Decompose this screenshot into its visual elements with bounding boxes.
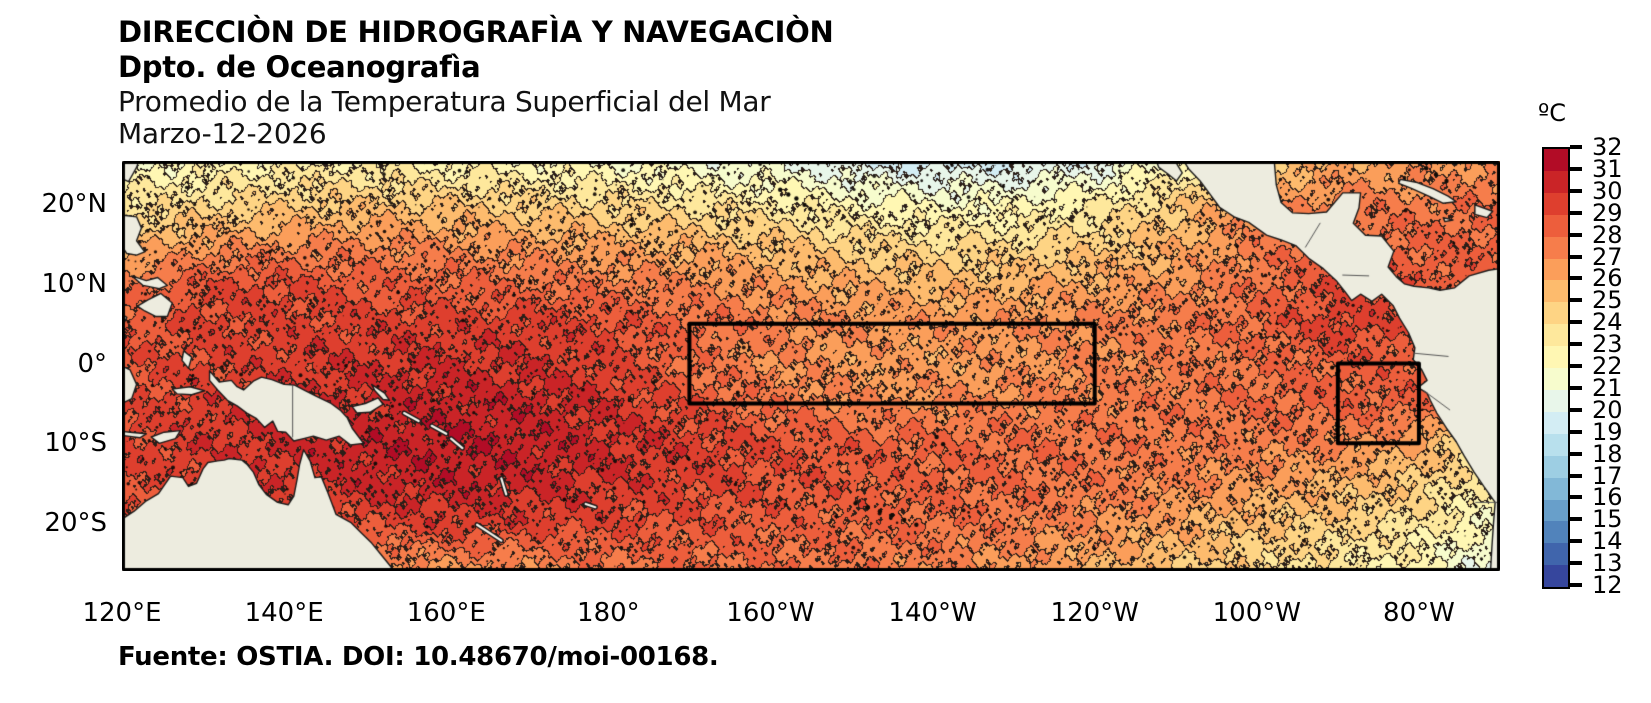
dept-title: Dpto. de Oceanografìa bbox=[118, 50, 481, 84]
colorbar-band bbox=[1544, 389, 1568, 412]
colorbar-band bbox=[1544, 236, 1568, 259]
x-tick-label: 180° bbox=[577, 598, 640, 628]
colorbar bbox=[1542, 147, 1570, 589]
colorbar-tick-label: 17 bbox=[1592, 461, 1623, 490]
colorbar-band bbox=[1544, 499, 1568, 522]
colorbar-band bbox=[1544, 368, 1568, 390]
colorbar-tick-label: 13 bbox=[1592, 549, 1623, 578]
colorbar-unit-label: ºC bbox=[1538, 99, 1567, 127]
x-tick-label: 160°W bbox=[726, 598, 815, 628]
colorbar-tick bbox=[1570, 517, 1582, 522]
colorbar-tick-label: 18 bbox=[1592, 439, 1623, 468]
x-tick-label: 140°E bbox=[244, 598, 324, 628]
colorbar-tick bbox=[1570, 429, 1582, 434]
x-tick-label: 80°W bbox=[1383, 598, 1455, 628]
colorbar-tick-label: 21 bbox=[1592, 373, 1623, 402]
colorbar-tick bbox=[1570, 232, 1582, 237]
colorbar-tick bbox=[1570, 298, 1582, 303]
colorbar-tick bbox=[1570, 385, 1582, 390]
colorbar-band bbox=[1544, 302, 1568, 325]
colorbar-tick-label: 28 bbox=[1592, 220, 1623, 249]
colorbar-tick bbox=[1570, 254, 1582, 259]
colorbar-band bbox=[1544, 214, 1568, 237]
sst-map-canvas bbox=[122, 161, 1500, 571]
x-tick-label: 120°W bbox=[1050, 598, 1139, 628]
chart-date: Marzo-12-2026 bbox=[118, 117, 327, 150]
title-block: DIRECCIÒN DE HIDROGRAFÌA Y NAVEGACIÒN Dp… bbox=[118, 15, 834, 152]
colorbar-band bbox=[1544, 170, 1568, 193]
colorbar-tick bbox=[1570, 583, 1582, 587]
colorbar-band bbox=[1544, 411, 1568, 434]
colorbar-tick-label: 19 bbox=[1592, 417, 1623, 446]
colorbar-tick bbox=[1570, 166, 1582, 171]
colorbar-tick bbox=[1570, 539, 1582, 544]
colorbar-tick-label: 23 bbox=[1592, 330, 1623, 359]
x-tick-label: 140°W bbox=[888, 598, 977, 628]
colorbar-tick-label: 29 bbox=[1592, 198, 1623, 227]
colorbar-band bbox=[1544, 280, 1568, 303]
x-tick-label: 100°W bbox=[1212, 598, 1301, 628]
colorbar-tick-label: 27 bbox=[1592, 242, 1623, 271]
colorbar-band bbox=[1544, 521, 1568, 544]
colorbar-tick-label: 32 bbox=[1592, 133, 1623, 161]
colorbar-tick-label: 25 bbox=[1592, 286, 1623, 315]
colorbar-tick-label: 14 bbox=[1592, 527, 1623, 556]
colorbar-tick bbox=[1570, 276, 1582, 281]
colorbar-tick bbox=[1570, 145, 1582, 149]
colorbar-band bbox=[1544, 477, 1568, 500]
colorbar-tick bbox=[1570, 495, 1582, 500]
colorbar-band bbox=[1544, 455, 1568, 478]
colorbar-band bbox=[1544, 149, 1568, 171]
colorbar-band bbox=[1544, 346, 1568, 369]
org-title: DIRECCIÒN DE HIDROGRAFÌA Y NAVEGACIÒN bbox=[118, 15, 834, 49]
colorbar-tick-label: 22 bbox=[1592, 352, 1623, 380]
colorbar-tick bbox=[1570, 342, 1582, 347]
colorbar-tick bbox=[1570, 561, 1582, 566]
colorbar-tick bbox=[1570, 188, 1582, 193]
colorbar-tick bbox=[1570, 407, 1582, 412]
colorbar-tick-label: 15 bbox=[1592, 505, 1623, 534]
colorbar-tick-label: 16 bbox=[1592, 483, 1623, 512]
x-tick-label: 160°E bbox=[406, 598, 486, 628]
chart-title: Promedio de la Temperatura Superficial d… bbox=[118, 85, 771, 118]
colorbar-tick bbox=[1570, 473, 1582, 478]
colorbar-band bbox=[1544, 258, 1568, 281]
colorbar-tick bbox=[1570, 451, 1582, 456]
source-note: Fuente: OSTIA. DOI: 10.48670/moi-00168. bbox=[118, 642, 719, 672]
colorbar-band bbox=[1544, 192, 1568, 215]
y-tick-label: 10°N bbox=[41, 268, 107, 299]
colorbar-tick bbox=[1570, 364, 1582, 368]
colorbar-band bbox=[1544, 565, 1568, 588]
y-tick-label: 10°S bbox=[44, 428, 107, 459]
y-tick-label: 20°S bbox=[44, 508, 107, 539]
colorbar-band bbox=[1544, 433, 1568, 456]
colorbar-tick bbox=[1570, 210, 1582, 215]
colorbar-tick-label: 31 bbox=[1592, 154, 1623, 183]
y-tick-label: 20°N bbox=[41, 189, 107, 220]
colorbar-tick-label: 30 bbox=[1592, 176, 1623, 205]
colorbar-tick-label: 26 bbox=[1592, 264, 1623, 293]
colorbar-tick-label: 20 bbox=[1592, 395, 1623, 424]
colorbar-tick-label: 24 bbox=[1592, 308, 1623, 337]
colorbar-tick bbox=[1570, 320, 1582, 325]
colorbar-tick-label: 12 bbox=[1592, 571, 1623, 599]
x-tick-label: 120°E bbox=[82, 598, 162, 628]
colorbar-band bbox=[1544, 324, 1568, 347]
colorbar-band bbox=[1544, 543, 1568, 566]
y-tick-label: 0° bbox=[77, 348, 107, 379]
